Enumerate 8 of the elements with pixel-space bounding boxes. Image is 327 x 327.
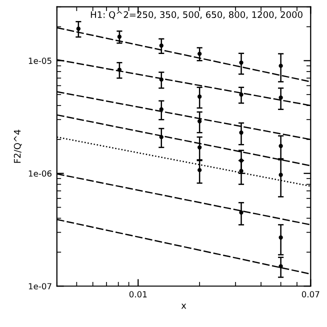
x-tick-label: 0.07: [302, 291, 320, 298]
chart-title: H1: Q^2=250, 350, 500, 650, 800, 1200, 2000: [90, 11, 302, 20]
y-tick-label: 1e-05: [28, 58, 52, 64]
y-axis-title: F2/Q^4: [14, 130, 22, 163]
x-tick-label: 0.01: [129, 291, 147, 298]
y-tick-label: 1e-07: [28, 283, 52, 290]
y-tick-label: 1e-06: [28, 170, 52, 177]
x-axis-title: x: [181, 304, 186, 309]
